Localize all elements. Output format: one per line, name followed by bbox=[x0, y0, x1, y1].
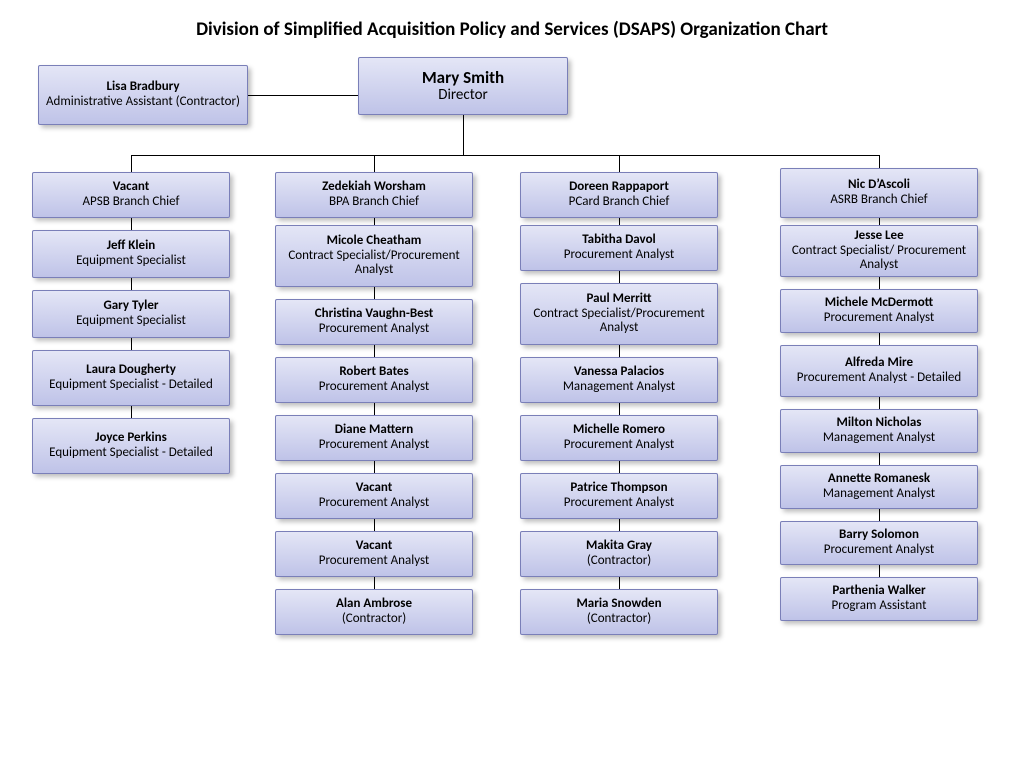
member-node: Paul MerrittContract Specialist/Procurem… bbox=[520, 283, 718, 345]
person-role: Procurement Analyst bbox=[319, 554, 430, 569]
person-name: Patrice Thompson bbox=[570, 481, 667, 496]
member-node: VacantProcurement Analyst bbox=[275, 531, 473, 577]
member-node: Alan Ambrose(Contractor) bbox=[275, 589, 473, 635]
member-node: Robert BatesProcurement Analyst bbox=[275, 357, 473, 403]
member-node: Jeff KleinEquipment Specialist bbox=[32, 230, 230, 278]
person-role: Contract Specialist/Procurement Analyst bbox=[280, 249, 468, 279]
chart-title: Division of Simplified Acquisition Polic… bbox=[0, 18, 1024, 41]
person-name: Micole Cheatham bbox=[327, 234, 422, 249]
member-node: Joyce PerkinsEquipment Specialist - Deta… bbox=[32, 418, 230, 474]
member-node: Annette RomaneskManagement Analyst bbox=[780, 465, 978, 509]
person-name: Robert Bates bbox=[339, 365, 408, 380]
person-name: Zedekiah Worsham bbox=[322, 180, 426, 195]
person-role: Management Analyst bbox=[823, 487, 935, 502]
person-role: Equipment Specialist - Detailed bbox=[49, 446, 213, 461]
person-role: Procurement Analyst - Detailed bbox=[797, 371, 961, 386]
person-role: Program Assistant bbox=[832, 599, 927, 614]
member-node: Patrice ThompsonProcurement Analyst bbox=[520, 473, 718, 519]
person-name: Alan Ambrose bbox=[336, 597, 412, 612]
person-name: Michele McDermott bbox=[825, 296, 933, 311]
person-name: Parthenia Walker bbox=[832, 584, 925, 599]
member-node: Vanessa PalaciosManagement Analyst bbox=[520, 357, 718, 403]
person-role: Equipment Specialist bbox=[76, 314, 186, 329]
person-name: Jesse Lee bbox=[854, 229, 903, 244]
person-name: Lisa Bradbury bbox=[106, 80, 179, 95]
person-role: Procurement Analyst bbox=[564, 248, 675, 263]
member-node: Christina Vaughn-BestProcurement Analyst bbox=[275, 299, 473, 345]
person-role: Director bbox=[438, 87, 488, 104]
person-role: (Contractor) bbox=[587, 554, 651, 569]
member-node: Tabitha DavolProcurement Analyst bbox=[520, 225, 718, 271]
person-name: Paul Merritt bbox=[586, 292, 651, 307]
person-name: Vacant bbox=[113, 180, 150, 195]
person-name: Vacant bbox=[356, 539, 393, 554]
member-node: Alfreda MireProcurement Analyst - Detail… bbox=[780, 345, 978, 397]
person-name: Milton Nicholas bbox=[837, 416, 922, 431]
person-name: Nic D’Ascoli bbox=[848, 178, 910, 193]
person-name: Vacant bbox=[356, 481, 393, 496]
branch-chief-node: Zedekiah WorshamBPA Branch Chief bbox=[275, 172, 473, 218]
person-role: Administrative Assistant (Contractor) bbox=[46, 95, 240, 110]
person-name: Joyce Perkins bbox=[95, 431, 167, 446]
person-role: ASRB Branch Chief bbox=[830, 193, 927, 208]
person-name: Jeff Klein bbox=[107, 239, 156, 254]
person-role: BPA Branch Chief bbox=[329, 195, 419, 210]
person-name: Alfreda Mire bbox=[845, 356, 913, 371]
branch-chief-node: Nic D’AscoliASRB Branch Chief bbox=[780, 168, 978, 218]
person-role: Equipment Specialist bbox=[76, 254, 186, 269]
person-name: Christina Vaughn-Best bbox=[315, 307, 434, 322]
person-role: Management Analyst bbox=[823, 431, 935, 446]
person-role: PCard Branch Chief bbox=[569, 195, 670, 210]
member-node: Makita Gray(Contractor) bbox=[520, 531, 718, 577]
person-name: Barry Solomon bbox=[839, 528, 919, 543]
assistant-node: Lisa BradburyAdministrative Assistant (C… bbox=[38, 65, 248, 125]
person-role: Procurement Analyst bbox=[824, 543, 935, 558]
member-node: Milton NicholasManagement Analyst bbox=[780, 409, 978, 453]
member-node: Maria Snowden(Contractor) bbox=[520, 589, 718, 635]
person-role: Procurement Analyst bbox=[319, 380, 430, 395]
person-role: Procurement Analyst bbox=[319, 322, 430, 337]
person-name: Diane Mattern bbox=[335, 423, 413, 438]
person-name: Vanessa Palacios bbox=[574, 365, 664, 380]
person-name: Mary Smith bbox=[422, 68, 504, 88]
member-node: VacantProcurement Analyst bbox=[275, 473, 473, 519]
member-node: Michelle RomeroProcurement Analyst bbox=[520, 415, 718, 461]
person-name: Tabitha Davol bbox=[582, 233, 656, 248]
branch-chief-node: Doreen RappaportPCard Branch Chief bbox=[520, 172, 718, 218]
member-node: Jesse LeeContract Specialist/ Procuremen… bbox=[780, 225, 978, 277]
member-node: Laura DoughertyEquipment Specialist - De… bbox=[32, 350, 230, 406]
member-node: Michele McDermottProcurement Analyst bbox=[780, 289, 978, 333]
person-name: Annette Romanesk bbox=[828, 472, 930, 487]
person-role: Procurement Analyst bbox=[319, 496, 430, 511]
member-node: Barry SolomonProcurement Analyst bbox=[780, 521, 978, 565]
branch-chief-node: VacantAPSB Branch Chief bbox=[32, 172, 230, 218]
person-role: Procurement Analyst bbox=[319, 438, 430, 453]
person-name: Gary Tyler bbox=[103, 299, 158, 314]
member-node: Gary TylerEquipment Specialist bbox=[32, 290, 230, 338]
person-role: Procurement Analyst bbox=[824, 311, 935, 326]
person-role: Management Analyst bbox=[563, 380, 675, 395]
person-role: Procurement Analyst bbox=[564, 438, 675, 453]
person-role: Contract Specialist/ Procurement Analyst bbox=[785, 244, 973, 274]
member-node: Diane MatternProcurement Analyst bbox=[275, 415, 473, 461]
person-role: (Contractor) bbox=[342, 612, 406, 627]
director-node: Mary SmithDirector bbox=[358, 57, 568, 115]
person-name: Michelle Romero bbox=[573, 423, 665, 438]
person-role: Equipment Specialist - Detailed bbox=[49, 378, 213, 393]
person-role: Procurement Analyst bbox=[564, 496, 675, 511]
person-name: Maria Snowden bbox=[576, 597, 661, 612]
person-name: Doreen Rappaport bbox=[569, 180, 669, 195]
person-role: (Contractor) bbox=[587, 612, 651, 627]
member-node: Micole CheathamContract Specialist/Procu… bbox=[275, 225, 473, 287]
person-name: Makita Gray bbox=[586, 539, 652, 554]
person-role: Contract Specialist/Procurement Analyst bbox=[525, 307, 713, 337]
person-name: Laura Dougherty bbox=[86, 363, 176, 378]
member-node: Parthenia WalkerProgram Assistant bbox=[780, 577, 978, 621]
person-role: APSB Branch Chief bbox=[83, 195, 180, 210]
